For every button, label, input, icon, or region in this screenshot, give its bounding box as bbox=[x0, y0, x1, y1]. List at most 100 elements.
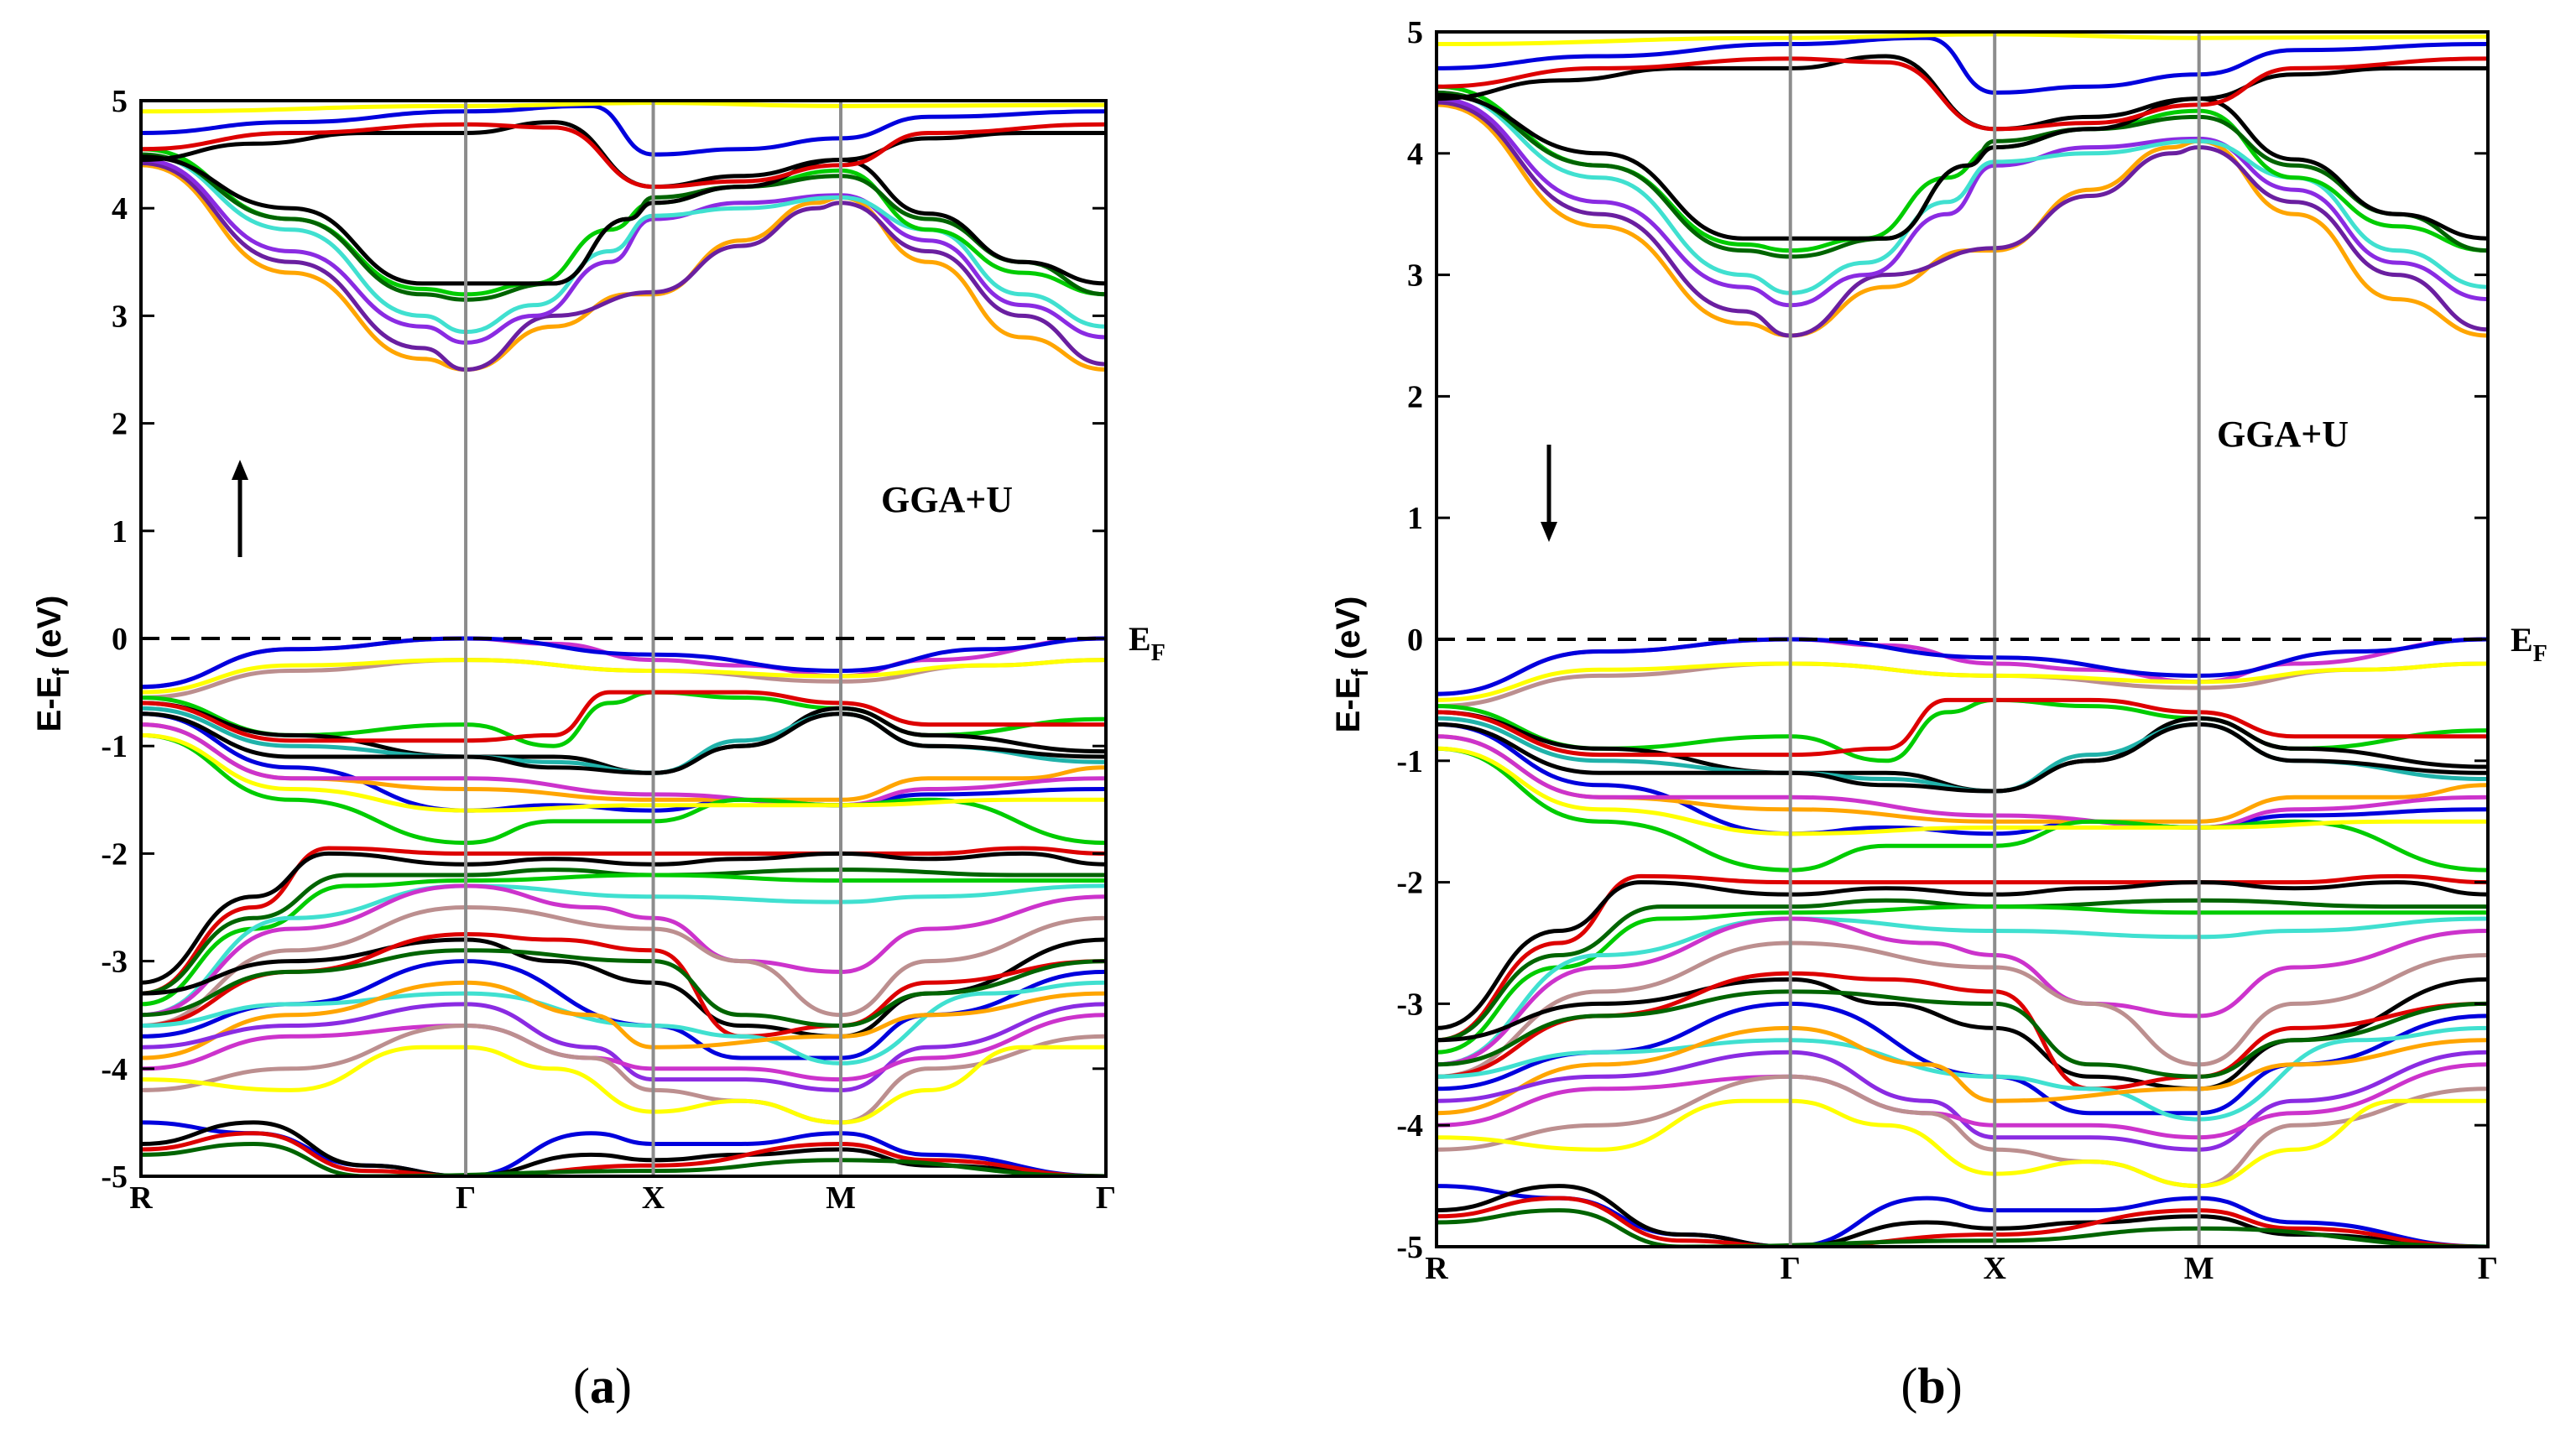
band-vb-blue-3 bbox=[1437, 1184, 2488, 1247]
y-tick-label: -2 bbox=[1396, 866, 1423, 901]
panel-b-y-ticks: 5 4 3 2 1 0 -1 -2 -3 -4 -5 bbox=[1396, 15, 2488, 1265]
band-vb-red-1 bbox=[1437, 697, 2488, 758]
panel-a-fermi-label: EF bbox=[1129, 620, 1165, 666]
band-vb-rosybrown-3 bbox=[141, 1024, 1106, 1125]
y-tick-label: 1 bbox=[112, 514, 128, 550]
band-vb-yellow-1 bbox=[141, 732, 1106, 813]
y-tick-label: -5 bbox=[101, 1159, 128, 1195]
band-vb-violet-2 bbox=[1437, 1050, 2488, 1152]
y-tick-label: 5 bbox=[112, 84, 128, 119]
kpoint-label: R bbox=[1425, 1251, 1448, 1286]
y-tick-label: 2 bbox=[112, 407, 128, 442]
panel-a-band-plot: 5 4 3 2 1 0 -1 -2 -3 -4 -5 R Γ X M Γ E-Ef (eV) EF GGA+… bbox=[31, 84, 1165, 1414]
kpoint-label: Γ bbox=[1781, 1251, 1801, 1286]
band-cb-indigo bbox=[1437, 100, 2488, 338]
panel-a-y-axis-label: E-Ef (eV) bbox=[31, 596, 74, 732]
band-vb-darkgreen-4 bbox=[1437, 1208, 2488, 1247]
band-vb-green-2 bbox=[141, 732, 1106, 846]
kpoint-label: R bbox=[129, 1180, 153, 1216]
arrow-head bbox=[1541, 522, 1557, 542]
band-vb-blue-1 bbox=[1437, 722, 2488, 836]
band-cb-violet bbox=[1437, 96, 2488, 308]
band-vb-red-4 bbox=[1437, 1196, 2488, 1247]
kpoint-label: Γ bbox=[1096, 1180, 1116, 1216]
band-vb-yellow-1 bbox=[1437, 746, 2488, 836]
panel-b-band-plot: 5 4 3 2 1 0 -1 -2 -3 -4 -5 R Γ X M Γ E-Ef (eV) EF GGA+… bbox=[1330, 15, 2547, 1414]
band-cb-red bbox=[1437, 56, 2488, 132]
kpoint-label: Γ bbox=[456, 1180, 476, 1216]
kpoint-label: M bbox=[826, 1180, 856, 1216]
panel-a-y-ticks: 5 4 3 2 1 0 -1 -2 -3 -4 -5 bbox=[101, 84, 1106, 1195]
band-vb-red-1 bbox=[141, 690, 1106, 743]
y-tick-label: -4 bbox=[101, 1052, 128, 1087]
kpoint-label: Γ bbox=[2478, 1251, 2498, 1286]
y-tick-label: -4 bbox=[1396, 1108, 1423, 1144]
arrow-head bbox=[232, 460, 248, 480]
band-vb-red-2 bbox=[141, 846, 1106, 996]
band-vb-magenta-3 bbox=[1437, 1062, 2488, 1140]
band-cb-turquoise bbox=[1437, 90, 2488, 295]
band-vb-turquoise-3 bbox=[1437, 1025, 2488, 1122]
band-vb-blue-top bbox=[1437, 637, 2488, 696]
kpoint-label: M bbox=[2184, 1251, 2214, 1286]
band-vb-darkgreen-4 bbox=[141, 1142, 1106, 1176]
panel-a-series bbox=[141, 101, 1106, 1176]
band-vb-magenta-1 bbox=[141, 722, 1106, 808]
y-tick-label: -1 bbox=[1396, 744, 1423, 779]
band-vb-green-2 bbox=[1437, 746, 2488, 873]
panel-a-caption: (a) bbox=[573, 1358, 632, 1414]
band-cb-black-1 bbox=[141, 154, 1106, 286]
band-vb-rosybrown-2 bbox=[1437, 940, 2488, 1079]
band-vb-yellow-top bbox=[141, 658, 1106, 695]
band-vb-turquoise-3 bbox=[141, 980, 1106, 1065]
y-tick-label: 3 bbox=[1407, 258, 1423, 294]
kpoint-label: X bbox=[1983, 1251, 2005, 1286]
y-tick-label: -1 bbox=[101, 729, 128, 764]
y-tick-label: -3 bbox=[1396, 987, 1423, 1022]
band-vb-darkgreen-3 bbox=[141, 948, 1106, 1028]
panel-b-caption: (b) bbox=[1901, 1358, 1962, 1414]
band-vb-orange-2 bbox=[1437, 1025, 2488, 1116]
band-vb-darkgreen-2 bbox=[141, 867, 1106, 996]
band-vb-darkgreen-2 bbox=[1437, 898, 2488, 1043]
band-vb-magenta-1 bbox=[1437, 734, 2488, 830]
band-vb-rosybrown-3 bbox=[1437, 1074, 2488, 1189]
panel-b-method-label: GGA+U bbox=[2217, 414, 2349, 455]
y-tick-label: -5 bbox=[1396, 1230, 1423, 1265]
y-tick-label: 4 bbox=[112, 191, 128, 227]
band-vb-turquoise-2 bbox=[141, 883, 1106, 1018]
band-vb-violet-2 bbox=[141, 1002, 1106, 1092]
band-vb-yellow-top bbox=[1437, 661, 2488, 702]
kpoint-label: X bbox=[642, 1180, 665, 1216]
band-vb-black-3 bbox=[1437, 880, 2488, 1030]
panel-b-y-axis-label: E-Ef (eV) bbox=[1330, 597, 1373, 733]
y-tick-label: 4 bbox=[1407, 137, 1423, 172]
down-arrow-icon bbox=[1541, 445, 1557, 542]
y-tick-label: 1 bbox=[1407, 501, 1423, 536]
y-tick-label: -3 bbox=[101, 945, 128, 980]
band-vb-rosybrown-2 bbox=[141, 905, 1106, 1028]
band-cb-black-1 bbox=[1437, 92, 2488, 241]
band-cb-red bbox=[141, 122, 1106, 190]
band-cb-orange bbox=[141, 163, 1106, 372]
band-vb-blue-1 bbox=[141, 711, 1106, 813]
band-vb-red-4 bbox=[141, 1131, 1106, 1176]
band-cb-blue bbox=[141, 103, 1106, 157]
band-vb-red-2 bbox=[1437, 873, 2488, 1043]
y-tick-label: 5 bbox=[1407, 15, 1423, 50]
band-cb-violet bbox=[141, 158, 1106, 345]
band-vb-magenta-2 bbox=[141, 883, 1106, 1018]
panel-a-method-label: GGA+U bbox=[881, 479, 1013, 520]
y-tick-label: 2 bbox=[1407, 379, 1423, 414]
y-tick-label: 0 bbox=[1407, 623, 1423, 658]
panel-b-fermi-label: EF bbox=[2511, 621, 2547, 667]
band-cb-blue bbox=[1437, 35, 2488, 95]
band-cb-indigo bbox=[141, 160, 1106, 372]
y-tick-label: -2 bbox=[101, 836, 128, 872]
band-vb-yellow-2 bbox=[141, 1045, 1106, 1125]
band-vb-black-3 bbox=[141, 851, 1106, 985]
y-tick-label: 3 bbox=[112, 299, 128, 334]
